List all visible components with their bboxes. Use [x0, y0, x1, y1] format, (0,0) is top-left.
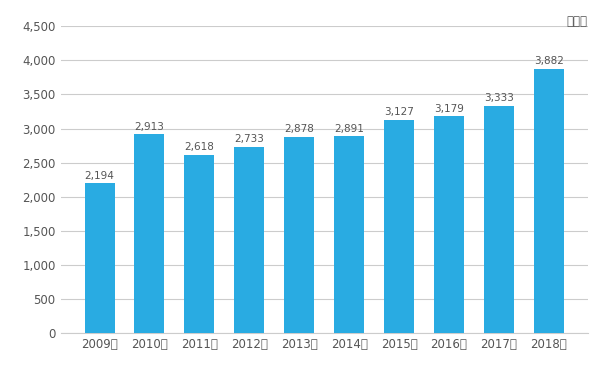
- Text: 2,733: 2,733: [235, 134, 264, 144]
- Text: 3,127: 3,127: [384, 107, 414, 118]
- Text: 2,913: 2,913: [135, 122, 164, 132]
- Text: 3,179: 3,179: [434, 104, 464, 114]
- Bar: [135, 135, 164, 333]
- Text: 3,882: 3,882: [534, 56, 564, 66]
- Bar: [534, 68, 564, 333]
- Text: 3,333: 3,333: [484, 93, 514, 104]
- Bar: [184, 155, 215, 333]
- Bar: [384, 120, 414, 333]
- Text: （人）: （人）: [567, 15, 588, 28]
- Bar: [334, 136, 364, 333]
- Text: 2,618: 2,618: [184, 142, 215, 152]
- Bar: [434, 116, 464, 333]
- Text: 2,194: 2,194: [85, 171, 115, 181]
- Text: 2,878: 2,878: [284, 124, 314, 135]
- Bar: [484, 106, 514, 333]
- Bar: [85, 183, 115, 333]
- Bar: [235, 147, 264, 333]
- Text: 2,891: 2,891: [335, 124, 364, 133]
- Bar: [284, 137, 315, 333]
